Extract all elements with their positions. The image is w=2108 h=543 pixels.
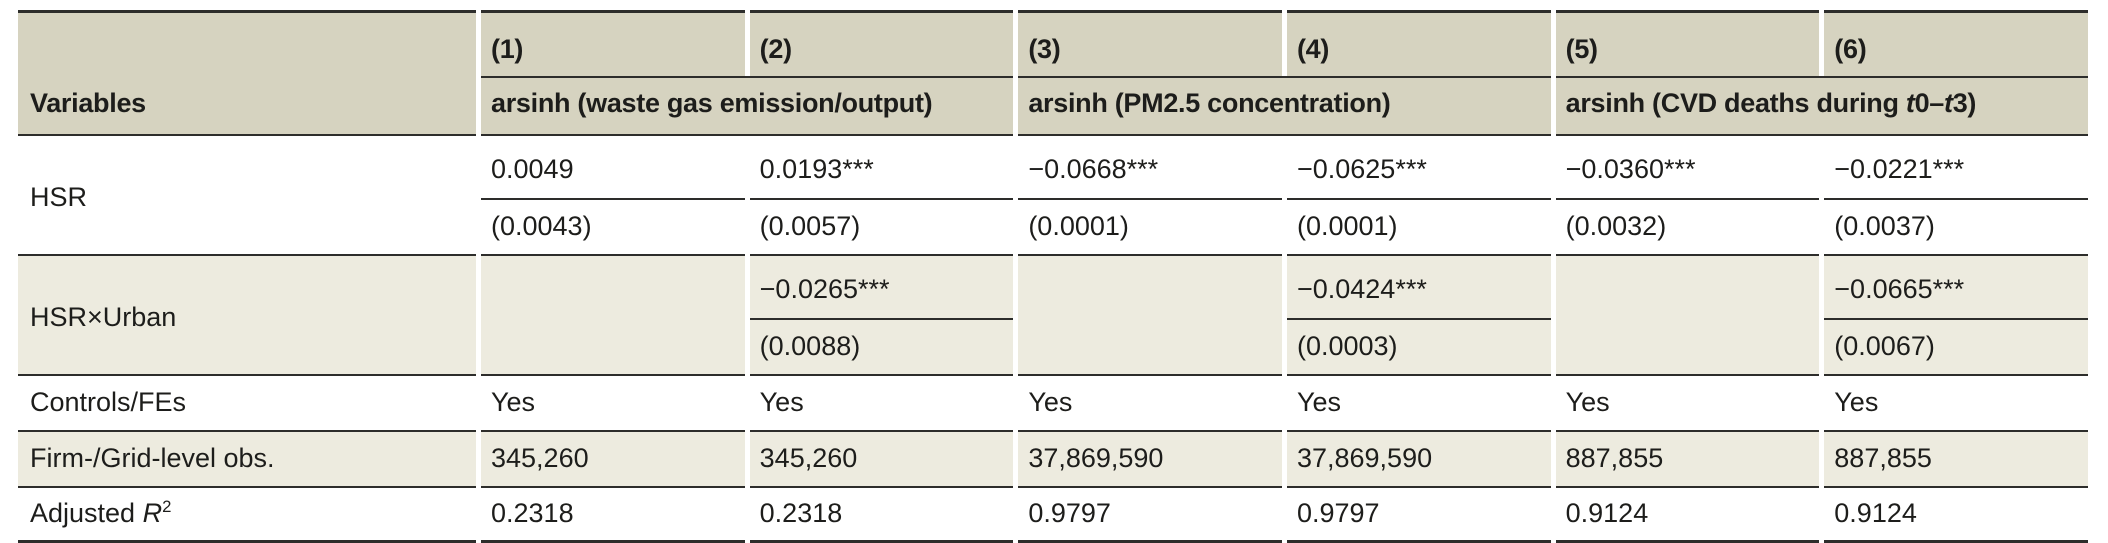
col-header-1: (1) — [481, 10, 745, 76]
hsr-coef-col1: 0.0049 — [481, 136, 745, 200]
col-header-4: (4) — [1286, 10, 1551, 76]
hsr-urban-empty-col5 — [1555, 256, 1820, 376]
obs-col4: 37,869,590 — [1286, 432, 1551, 488]
group-header-pm25: arsinh (PM2.5 concentration) — [1018, 78, 1551, 136]
regression-table: (1) (2) (3) (4) (5) (6) Variables arsinh… — [13, 10, 2093, 543]
hsr-se-col3: (0.0001) — [1018, 200, 1282, 256]
hsr-coef-col6: −0.0221*** — [1824, 136, 2088, 200]
hsr-urban-coef-col2: −0.0265*** — [749, 256, 1014, 320]
controls-col1: Yes — [481, 376, 745, 432]
row-label-hsr: HSR — [18, 136, 476, 256]
col-header-2: (2) — [749, 10, 1014, 76]
group3-italic-t1: t — [1944, 88, 1953, 119]
group-underline-2 — [1018, 76, 1551, 78]
observations-row: Firm-/Grid-level obs. 345,260 345,260 37… — [18, 432, 2088, 488]
row-label-observations: Firm-/Grid-level obs. — [18, 432, 476, 488]
hsr-se-col2: (0.0057) — [749, 200, 1014, 256]
controls-col6: Yes — [1824, 376, 2088, 432]
group-underline-3 — [1555, 76, 2088, 78]
column-number-row: (1) (2) (3) (4) (5) (6) — [18, 10, 2088, 76]
adjusted-r2-row: Adjusted R2 0.2318 0.2318 0.9797 0.9797 … — [18, 488, 2088, 543]
group3-text: arsinh (CVD deaths during — [1565, 88, 1906, 119]
group-header-row: Variables arsinh (waste gas emission/out… — [18, 78, 2088, 136]
group3-italic-t0: t — [1905, 88, 1915, 119]
regression-table-container: (1) (2) (3) (4) (5) (6) Variables arsinh… — [13, 10, 2093, 543]
hsr-coefficient-row: HSR 0.0049 0.0193*** −0.0668*** −0.0625*… — [18, 136, 2088, 256]
controls-col2: Yes — [749, 376, 1014, 432]
hsr-coef-col5: −0.0360*** — [1555, 136, 1820, 200]
controls-col5: Yes — [1555, 376, 1820, 432]
hsr-coef-col4: −0.0625*** — [1286, 136, 1551, 200]
hsr-urban-empty-col3 — [1018, 256, 1282, 376]
variables-header: Variables — [18, 78, 476, 136]
adjusted-r2-text: Adjusted — [30, 498, 143, 529]
hsr-se-row: (0.0043) (0.0057) (0.0001) (0.0001) (0.0… — [18, 200, 2088, 256]
header-corner-cell — [18, 10, 476, 76]
hsr-se-col5: (0.0032) — [1555, 200, 1820, 256]
group-underline-row — [18, 76, 2088, 78]
hsr-urban-coefficient-row: HSR×Urban −0.0265*** −0.0424*** −0.0665*… — [18, 256, 2088, 376]
adj-r2-col6: 0.9124 — [1824, 488, 2088, 543]
controls-col4: Yes — [1286, 376, 1551, 432]
controls-col3: Yes — [1018, 376, 1282, 432]
group-header-waste-gas: arsinh (waste gas emission/output) — [481, 78, 1014, 136]
controls-row: Controls/FEs Yes Yes Yes Yes Yes Yes — [18, 376, 2088, 432]
hsr-urban-coef-col6: −0.0665*** — [1824, 256, 2088, 320]
obs-col5: 887,855 — [1555, 432, 1820, 488]
hsr-se-col1: (0.0043) — [481, 200, 745, 256]
group-header-cvd: arsinh (CVD deaths during t0–t3) — [1555, 78, 2088, 136]
obs-col2: 345,260 — [749, 432, 1014, 488]
hsr-se-col4: (0.0001) — [1286, 200, 1551, 256]
adjusted-r2-superscript: 2 — [162, 497, 172, 517]
obs-col6: 887,855 — [1824, 432, 2088, 488]
adj-r2-col3: 0.9797 — [1018, 488, 1282, 543]
hsr-se-col6: (0.0037) — [1824, 200, 2088, 256]
col-header-5: (5) — [1555, 10, 1820, 76]
group3-text: 0– — [1914, 88, 1945, 119]
hsr-urban-se-col2: (0.0088) — [749, 320, 1014, 376]
row-label-adjusted-r2: Adjusted R2 — [18, 488, 476, 543]
hsr-urban-se-row: (0.0088) (0.0003) (0.0067) — [18, 320, 2088, 376]
col-header-6: (6) — [1824, 10, 2088, 76]
adj-r2-col5: 0.9124 — [1555, 488, 1820, 543]
col-header-3: (3) — [1018, 10, 1282, 76]
hsr-urban-se-col6: (0.0067) — [1824, 320, 2088, 376]
hsr-urban-empty-col1 — [481, 256, 745, 376]
hsr-coef-col3: −0.0668*** — [1018, 136, 1282, 200]
adj-r2-col2: 0.2318 — [749, 488, 1014, 543]
spacer-cell — [18, 76, 476, 78]
obs-col3: 37,869,590 — [1018, 432, 1282, 488]
hsr-coef-col2: 0.0193*** — [749, 136, 1014, 200]
group-underline-1 — [481, 76, 1014, 78]
group3-text: 3) — [1952, 88, 1977, 119]
hsr-urban-coef-col4: −0.0424*** — [1286, 256, 1551, 320]
row-label-hsr-urban: HSR×Urban — [18, 256, 476, 376]
hsr-urban-se-col4: (0.0003) — [1286, 320, 1551, 376]
obs-col1: 345,260 — [481, 432, 745, 488]
row-label-controls: Controls/FEs — [18, 376, 476, 432]
adj-r2-col4: 0.9797 — [1286, 488, 1551, 543]
adjusted-r2-italic-r: R — [142, 498, 163, 529]
adj-r2-col1: 0.2318 — [481, 488, 745, 543]
